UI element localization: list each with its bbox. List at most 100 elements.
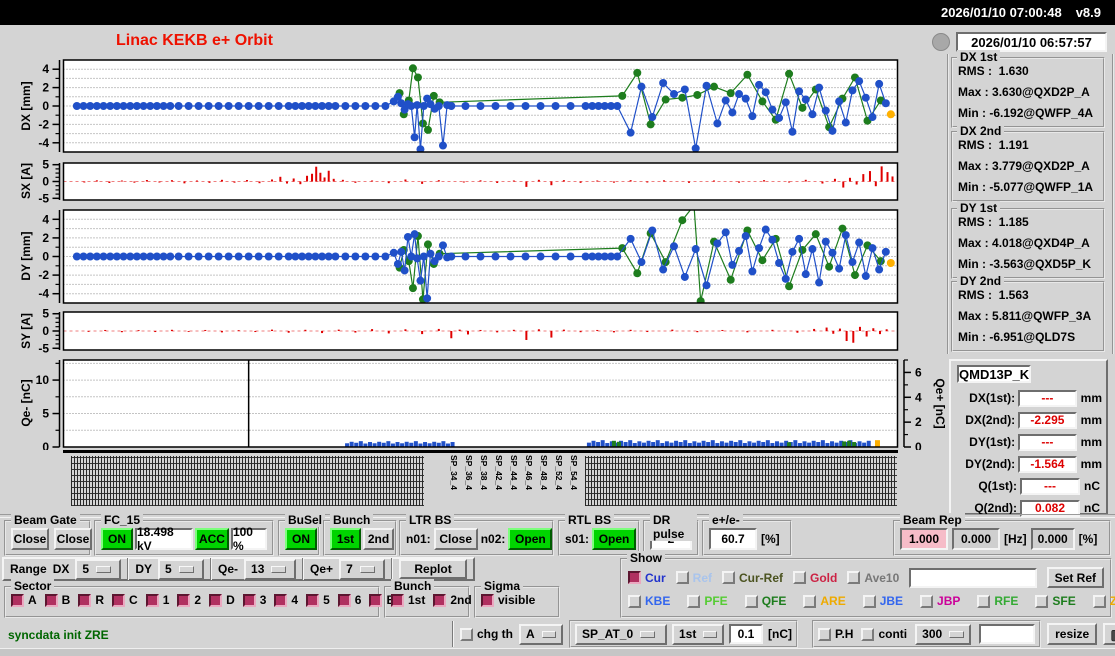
ltr-n01-close-button[interactable]: Close (433, 528, 478, 550)
screenshot-button[interactable] (1103, 623, 1115, 645)
range-qe-plus-select[interactable]: 7 (339, 558, 386, 580)
group-label: Show (627, 551, 665, 565)
sector-toggle-r[interactable]: R (78, 593, 104, 607)
checkbox-icon (209, 593, 223, 607)
ltr-bs-group: LTR BS n01: Close n02: Open (399, 513, 554, 556)
fc15-duty-field[interactable]: 100 % (230, 525, 267, 553)
checkbox-icon (744, 594, 758, 608)
ref-name-input[interactable] (909, 567, 1037, 588)
show-ave10-toggle[interactable]: Ave10 (847, 571, 899, 585)
show-qfe-toggle[interactable]: QFE (744, 594, 786, 608)
range-dy-select[interactable]: 5 (158, 558, 205, 580)
sector-toggle-b[interactable]: B (44, 593, 70, 607)
sp-at-select[interactable]: SP_AT_0 (575, 623, 667, 645)
qmd-row-label: DX(1st): (969, 391, 1016, 405)
sx-steering-plot[interactable]: 5 0 -5 (18, 160, 908, 203)
show-kbe-toggle[interactable]: KBE (628, 594, 670, 608)
sector-toggle-c[interactable]: C (112, 593, 138, 607)
svg-text:6: 6 (915, 365, 922, 379)
fc15-on-button[interactable]: ON (101, 528, 133, 550)
page-title: Linac KEKB e+ Orbit (116, 32, 273, 49)
bunch-1st-toggle[interactable]: 1st (391, 593, 425, 607)
show-ref-toggle[interactable]: Ref (675, 571, 712, 585)
qmd-row-value: -1.564 (1018, 455, 1077, 473)
group-label: Beam Rep (900, 513, 965, 527)
range-dx-label: DX (52, 562, 70, 576)
beam-rep-set-field[interactable]: 1.000 (900, 528, 948, 550)
group-label: RTL BS (565, 513, 615, 527)
checkbox-icon (861, 627, 875, 641)
e-ratio-field[interactable]: 60.7 (709, 528, 757, 550)
svg-text:-5: -5 (38, 341, 49, 353)
threshold-field[interactable]: 0.1 (729, 624, 763, 644)
count-field[interactable] (979, 624, 1036, 644)
dy-orbit-plot[interactable]: 4 2 0 -2 -4 (18, 207, 908, 306)
conti-toggle[interactable]: conti (861, 627, 907, 641)
range-dx-select[interactable]: 5 (75, 558, 122, 580)
chg-th-toggle[interactable]: chg th (460, 627, 513, 641)
sy-steering-plot[interactable]: 5 0 -5 (18, 309, 908, 353)
sigma-group: Sigma visible (474, 579, 560, 618)
bunch-1st-button[interactable]: 1st (330, 528, 361, 550)
svg-text:4: 4 (915, 390, 922, 404)
checkbox-icon (274, 593, 288, 607)
sector-select[interactable]: A (519, 623, 563, 645)
svg-text:Qe+ [nC]: Qe+ [nC] (933, 378, 947, 428)
show-are-toggle[interactable]: ARE (803, 594, 846, 608)
show-rfe-toggle[interactable]: RFE (977, 594, 1018, 608)
svg-text:5: 5 (42, 407, 49, 421)
show-cur-ref-toggle[interactable]: Cur-Ref (722, 571, 783, 585)
interval-select[interactable]: 300 (915, 623, 972, 645)
show-jbp-toggle[interactable]: JBP (920, 594, 960, 608)
checkbox-icon (391, 593, 404, 607)
resize-button[interactable]: resize (1047, 623, 1098, 645)
show-cur-toggle[interactable]: Cur (628, 571, 666, 585)
show-jbe-toggle[interactable]: JBE (862, 594, 903, 608)
sector-toggle-3[interactable]: 3 (242, 593, 266, 607)
ltr-n02-open-button[interactable]: Open (508, 528, 553, 550)
bpm-name-labels-left (71, 456, 424, 506)
fc15-kv-field[interactable]: 18.498 kV (135, 525, 193, 553)
sector-toggle-4[interactable]: 4 (274, 593, 298, 607)
bunch-2nd-toggle[interactable]: 2nd (433, 593, 472, 607)
checkbox-icon (177, 593, 191, 607)
show-gold-toggle[interactable]: Gold (793, 571, 837, 585)
range-qe-minus-select[interactable]: 13 (244, 558, 297, 580)
group-label: DR pulse (650, 513, 697, 541)
show-zre-toggle[interactable]: ZRE (1092, 594, 1115, 608)
qmd-row-label: Q(1st): (978, 479, 1017, 493)
ph-toggle[interactable]: P.H (818, 627, 853, 641)
sector-toggle-6[interactable]: 6 (337, 593, 361, 607)
show-group: Show Cur Ref Cur-Ref Gold Ave10 Set Ref … (620, 551, 1115, 618)
checkbox-icon (977, 594, 991, 608)
checkbox-icon (920, 594, 934, 608)
beam-gate-close-1-button[interactable]: Close (11, 528, 49, 550)
rtl-s01-open-button[interactable]: Open (592, 528, 637, 550)
sector-toggle-1[interactable]: 1 (145, 593, 169, 607)
bunch-2nd-button[interactable]: 2nd (363, 528, 394, 550)
replot-button[interactable]: Replot (399, 559, 468, 579)
charge-plot[interactable]: 10 5 0 6 4 2 0 Qe+ [nC] (18, 357, 948, 450)
sector-toggle-2[interactable]: 2 (177, 593, 201, 607)
show-pfe-toggle[interactable]: PFE (687, 594, 728, 608)
range-qep-label: Qe+ (310, 562, 334, 576)
min-label: Min : (958, 106, 986, 120)
show-sfe-toggle[interactable]: SFE (1035, 594, 1076, 608)
dx-orbit-plot[interactable]: 4 2 0 -2 -4 (18, 57, 908, 155)
checkbox-icon (862, 594, 876, 608)
sector-toggle-a[interactable]: A (11, 593, 37, 607)
titlebar: 2026/01/10 07:00:48 v8.9 (0, 0, 1115, 25)
sigma-visible-toggle[interactable]: visible (481, 593, 535, 607)
sector-toggle-d[interactable]: D (209, 593, 235, 607)
beam-gate-close-2-button[interactable]: Close (54, 528, 92, 550)
fc15-acc-button[interactable]: ACC (194, 528, 229, 550)
beam-rep-readback: 0.000 (952, 528, 1000, 550)
bpm-label: SP_36_4 (464, 455, 474, 490)
option-menu-icon (178, 565, 194, 573)
bunch-order-select[interactable]: 1st (672, 623, 724, 645)
busel-on-button[interactable]: ON (285, 528, 317, 550)
sector-toggle-5[interactable]: 5 (306, 593, 330, 607)
set-ref-button[interactable]: Set Ref (1046, 567, 1104, 588)
ltr-n02-label: n02: (480, 532, 506, 546)
